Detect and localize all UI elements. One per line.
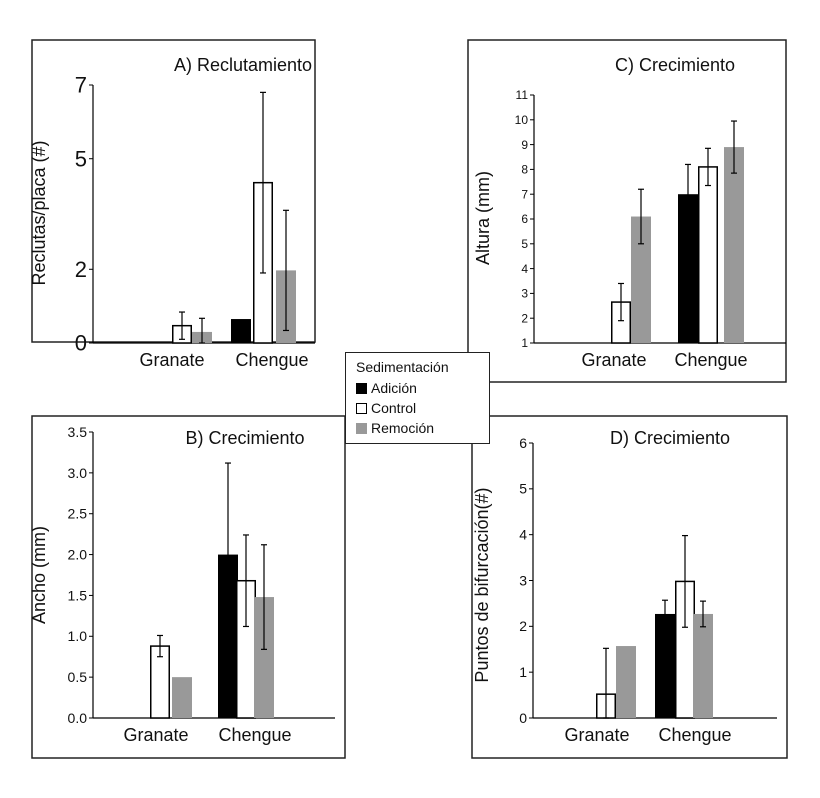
- bar-remocion: [724, 147, 744, 343]
- category-label: Granate: [139, 350, 204, 370]
- legend-swatch-remocion: [356, 422, 367, 434]
- y-tick-label: 1.5: [68, 587, 88, 603]
- panel-frame: [467, 39, 787, 383]
- y-tick-label: 11: [516, 88, 529, 102]
- category-label: Chengue: [235, 350, 308, 370]
- y-tick-label: 0.5: [68, 669, 88, 685]
- legend-title: Sedimentación: [356, 359, 449, 375]
- panel-frame: [31, 415, 346, 759]
- chart-title: C) Crecimiento: [615, 55, 735, 75]
- bar-adicion: [231, 319, 251, 343]
- y-tick-label: 1.0: [68, 628, 88, 644]
- legend-swatch-control: [356, 402, 367, 414]
- legend: Sedimentación Adición Control Remoción: [345, 352, 490, 444]
- bar-remocion: [616, 646, 636, 718]
- category-label: Chengue: [658, 725, 731, 745]
- category-label: Granate: [581, 350, 646, 370]
- y-tick-label: 6: [519, 435, 527, 451]
- legend-item-adicion: Adición: [356, 378, 479, 398]
- legend-item-control: Control: [356, 398, 479, 418]
- y-tick-label: 9: [521, 138, 528, 152]
- y-tick-label: 0: [519, 710, 527, 726]
- y-tick-label: 1: [519, 664, 527, 680]
- legend-swatch-adicion: [356, 382, 367, 394]
- legend-label-adicion: Adición: [371, 380, 417, 396]
- y-tick-label: 5: [519, 481, 527, 497]
- y-tick-label: 3: [521, 287, 528, 301]
- bar-remocion: [631, 216, 651, 343]
- y-tick-label: 1: [521, 336, 528, 350]
- chart-panel-3: 0.0 0.5 1.0 1.5 2.0 2.5 3.0 3.5 B) Crecimiento An…: [29, 415, 346, 759]
- y-axis-label: Reclutas/placa (#): [29, 140, 49, 285]
- y-tick-label: 6: [521, 212, 528, 226]
- y-tick-label: 2: [75, 257, 87, 282]
- chart-title: D) Crecimiento: [610, 428, 730, 448]
- y-tick-label: 3: [519, 572, 527, 588]
- chart-panel-2: 1 2 3 4 5 6 7 8 9 10 11 C) Crecimiento Altura (mm) Gr…: [467, 39, 787, 383]
- category-label: Granate: [564, 725, 629, 745]
- y-tick-label: 3.5: [68, 424, 88, 440]
- chart-title: B) Crecimiento: [185, 428, 304, 448]
- y-tick-label: 7: [521, 187, 528, 201]
- y-tick-label: 4: [519, 527, 527, 543]
- bar-remocion: [693, 613, 713, 718]
- legend-label-control: Control: [371, 400, 417, 416]
- y-tick-label: 2: [521, 311, 528, 325]
- y-axis-label: Ancho (mm): [29, 526, 49, 624]
- bar-adicion: [678, 194, 698, 343]
- y-axis-label: Puntos de bifurcación(#): [472, 487, 492, 682]
- bar-remocion: [254, 597, 274, 718]
- y-tick-label: 4: [521, 262, 528, 276]
- chart-panel-4: 0 1 2 3 4 5 6 D) Crecimiento Puntos de bifurcaci…: [471, 415, 788, 759]
- y-tick-label: 0.0: [68, 710, 88, 726]
- bar-adicion: [655, 613, 675, 718]
- category-label: Granate: [123, 725, 188, 745]
- y-tick-label: 10: [515, 113, 529, 127]
- y-tick-label: 2.5: [68, 506, 88, 522]
- category-label: Chengue: [218, 725, 291, 745]
- y-tick-label: 5: [521, 237, 528, 251]
- bar-control: [698, 166, 718, 344]
- bar-remocion: [172, 677, 192, 718]
- y-tick-label: 7: [75, 73, 87, 98]
- legend-item-remocion: Remoción: [356, 418, 479, 438]
- y-tick-label: 0: [75, 331, 87, 356]
- y-tick-label: 2: [519, 618, 527, 634]
- y-axis-label: Altura (mm): [473, 171, 493, 265]
- chart-panel-1: 0 2 5 7 A) Reclutamiento Reclutas/placa (#) Gr…: [29, 39, 316, 370]
- y-tick-label: 5: [75, 146, 87, 171]
- y-tick-label: 8: [521, 163, 528, 177]
- category-label: Chengue: [674, 350, 747, 370]
- y-tick-label: 3.0: [68, 465, 88, 481]
- legend-label-remocion: Remoción: [371, 420, 435, 436]
- chart-title: A) Reclutamiento: [174, 55, 312, 75]
- panel-frame: [471, 415, 788, 759]
- y-tick-label: 2.0: [68, 546, 88, 562]
